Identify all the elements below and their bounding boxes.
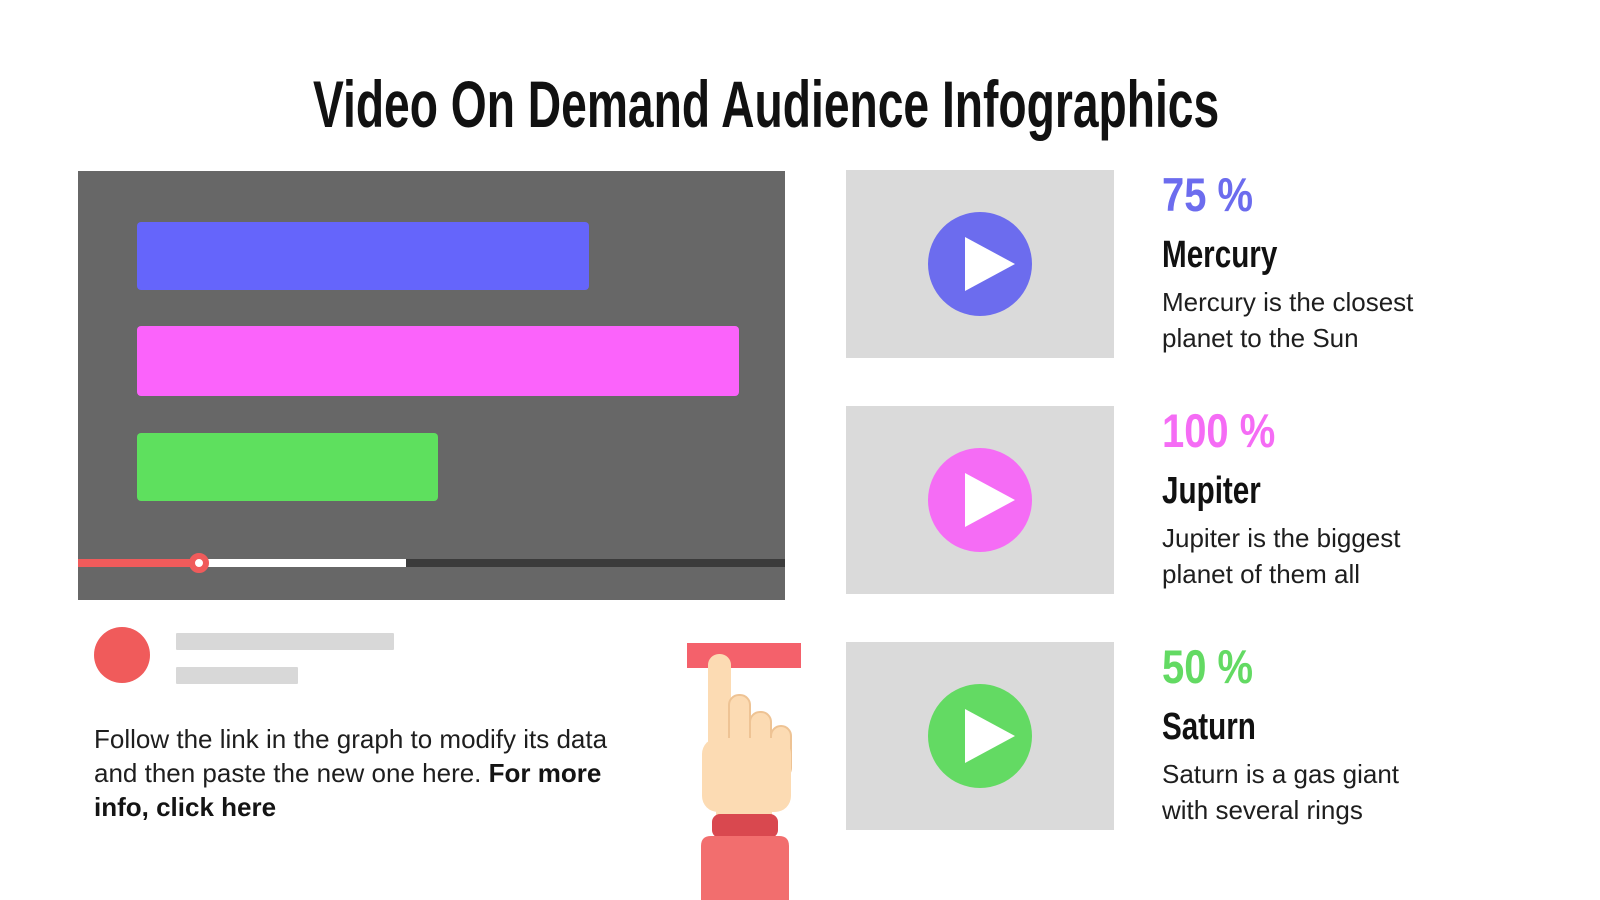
stat-description: Saturn is a gas giant with several rings [1162, 756, 1492, 828]
stat-description-line: planet to the Sun [1162, 323, 1359, 353]
stat-title: Saturn [1162, 706, 1256, 748]
stat-description-line: with several rings [1162, 795, 1363, 825]
chart-bar-jupiter [137, 326, 739, 396]
stat-value: 75 % [1162, 168, 1254, 221]
text-placeholder-line [176, 633, 394, 650]
pointer-hand-icon [701, 654, 792, 900]
stat-title: Mercury [1162, 234, 1278, 276]
play-button[interactable] [928, 212, 1032, 316]
avatar [94, 627, 150, 683]
note-link[interactable]: info, click here [94, 792, 277, 822]
stat-description-line: Saturn is a gas giant [1162, 759, 1400, 789]
stat-description-line: Jupiter is the biggest [1162, 523, 1401, 553]
play-icon [965, 709, 1015, 763]
stat-value: 50 % [1162, 640, 1254, 693]
stat-description-line: planet of them all [1162, 559, 1361, 589]
stat-block-saturn: 50 % Saturn Saturn is a gas giant with se… [1162, 642, 1492, 828]
stat-description-line: Mercury is the closest [1162, 287, 1414, 317]
chart-bar-mercury [137, 222, 589, 290]
stat-description: Mercury is the closest planet to the Sun [1162, 284, 1492, 356]
play-button[interactable] [928, 448, 1032, 552]
chart-bar-saturn [137, 433, 438, 501]
play-button[interactable] [928, 684, 1032, 788]
video-thumbnail[interactable] [846, 642, 1114, 830]
note-line1: Follow the link in the graph to modify i… [94, 724, 608, 754]
progress-buffer [199, 559, 406, 567]
note-link[interactable]: For more [488, 758, 602, 788]
stat-block-jupiter: 100 % Jupiter Jupiter is the biggest plan… [1162, 406, 1492, 592]
stat-description: Jupiter is the biggest planet of them all [1162, 520, 1492, 592]
progress-bar[interactable] [78, 553, 785, 573]
video-thumbnail[interactable] [846, 170, 1114, 358]
video-thumbnail[interactable] [846, 406, 1114, 594]
graph-link-button[interactable] [687, 643, 801, 668]
play-icon [965, 237, 1015, 291]
progress-remaining [406, 559, 785, 567]
video-player [78, 171, 785, 600]
playhead[interactable] [189, 553, 209, 573]
play-icon [965, 473, 1015, 527]
stat-block-mercury: 75 % Mercury Mercury is the closest plane… [1162, 170, 1492, 356]
text-placeholder-line [176, 667, 298, 684]
page-title: Video On Demand Audience Infographics [313, 67, 1220, 141]
note-text: Follow the link in the graph to modify i… [94, 722, 674, 824]
stat-value: 100 % [1162, 404, 1276, 457]
stat-title: Jupiter [1162, 470, 1261, 512]
note-line2: and then paste the new one here. [94, 758, 489, 788]
progress-played [78, 559, 199, 567]
